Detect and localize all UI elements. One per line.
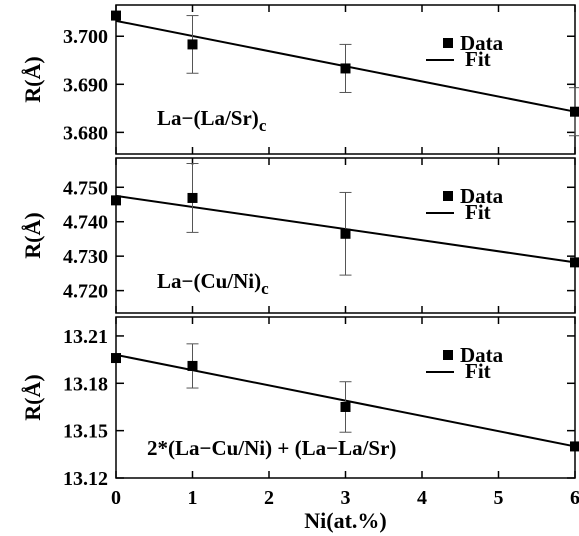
panel-2-annotation-subscript: c (261, 279, 269, 298)
panel-1-data-point (187, 39, 198, 50)
panel-3-ytick-label: 13.21 (63, 326, 108, 348)
panel-2-annotation-text: La−(Cu/Ni) (157, 269, 261, 293)
panel-1-data-point (570, 106, 579, 117)
panel-3-ylabel: R(Å) (20, 374, 45, 420)
panel-3-annotation-text: 2*(La−Cu/Ni) + (La−La/Sr) (147, 436, 396, 460)
panel-2-data-point (340, 228, 351, 239)
panel-1-annotation-subscript: c (259, 116, 267, 135)
panel-3-xtick-label: 3 (341, 487, 351, 509)
panel-2-data-point (187, 192, 198, 203)
panel-3-xtick-label: 6 (570, 487, 579, 509)
panel-3-ytick-label: 13.15 (63, 421, 108, 443)
panel-2-legend-data-marker (443, 191, 453, 201)
panel-1-annotation: La−(La/Sr)c (157, 106, 267, 135)
panel-2-ytick-label: 4.720 (63, 281, 108, 303)
panel-3-data-point (340, 401, 351, 412)
panel-2-ytick-label: 4.730 (63, 246, 108, 268)
panel-1-data-point (340, 63, 351, 74)
panel-1-annotation-text: La−(La/Sr) (157, 106, 259, 130)
panel-3-ytick-label: 13.12 (63, 468, 108, 490)
panel-2-ytick-label: 4.750 (63, 177, 108, 199)
panel-1-legend-fit-label: Fit (465, 47, 491, 71)
panel-1-legend-data-label: Data (460, 31, 504, 55)
panel-3-xtick-label: 0 (111, 487, 121, 509)
panel-1-ylabel: R(Å) (20, 56, 45, 102)
panel-2-legend-data-label: Data (460, 184, 504, 208)
panel-3-xtick-label: 5 (494, 487, 504, 509)
panel-1-ytick-label: 3.700 (63, 26, 108, 48)
panel-1-legend-data-marker (443, 38, 453, 48)
panel-1-ytick-label: 3.680 (63, 122, 108, 144)
panel-2-legend-fit-label: Fit (465, 200, 491, 224)
panel-2-annotation: La−(Cu/Ni)c (157, 269, 269, 298)
panel-3-data-point (187, 360, 198, 371)
panel-3-xtick-label: 2 (264, 487, 274, 509)
panel-3-legend-data-marker (443, 350, 453, 360)
panel-3-xlabel: Ni(at.%) (304, 508, 386, 533)
panel-3-data-point (111, 353, 121, 364)
panel-3-data-point (570, 441, 579, 452)
panel-2-data-point (570, 257, 579, 268)
panel-2-ytick-label: 4.740 (63, 212, 108, 234)
panel-3-legend-fit-label: Fit (465, 359, 491, 383)
panel-1-data-point (111, 10, 121, 21)
panel-3-annotation: 2*(La−Cu/Ni) + (La−La/Sr) (147, 436, 396, 460)
panel-1-ytick-label: 3.690 (63, 74, 108, 96)
panel-2-data-point (111, 195, 121, 206)
panel-3-xtick-label: 4 (417, 487, 427, 509)
panel-3-legend-data-label: Data (460, 343, 504, 367)
panel-2-ylabel: R(Å) (20, 212, 45, 258)
panel-3-xtick-label: 1 (188, 487, 198, 509)
panel-3-ytick-label: 13.18 (63, 373, 108, 395)
